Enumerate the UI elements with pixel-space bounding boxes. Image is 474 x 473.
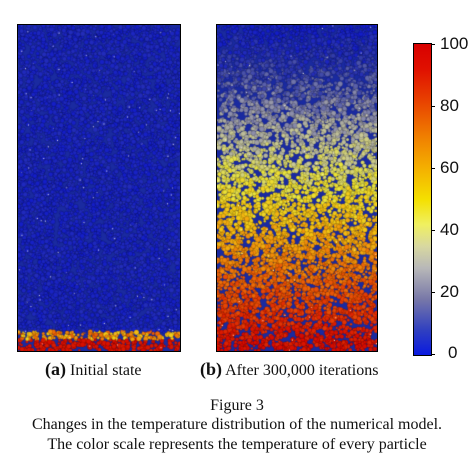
particle-canvas-after [217,25,377,351]
subfigure-text: Initial state [66,362,142,379]
colorbar-tick-mark [431,292,435,293]
colorbar-tick-label: 40 [440,220,459,239]
colorbar-tick-mark [431,230,435,231]
colorbar-tick-mark [431,168,435,169]
particle-field-after [216,24,378,352]
particle-field-initial [17,24,181,352]
subfigure-text: After 300,000 iterations [222,362,379,379]
subfigure-letter: (a) [45,359,66,379]
particle-canvas-initial [18,25,180,351]
colorbar-tick-label: 0 [448,343,458,362]
figure-number: Figure 3 [210,397,264,414]
colorbar-tick-mark [431,106,435,107]
caption-line-2: The color scale represents the temperatu… [47,436,427,453]
subfigure-label-b: (b) After 300,000 iterations [200,359,378,380]
colorbar-tick-label: 20 [440,282,459,301]
colorbar-tick-label: 60 [440,158,459,177]
colorbar-tick-label: 80 [440,96,459,115]
colorbar-tick-mark [431,44,435,45]
colorbar-tick-label: 100 [440,34,469,53]
colorbar-tick-mark [431,354,435,355]
subfigure-letter: (b) [200,359,222,379]
subfigure-label-a: (a) Initial state [45,359,142,380]
temperature-colorbar [413,43,432,356]
caption-line-1: Changes in the temperature distribution … [31,416,443,433]
